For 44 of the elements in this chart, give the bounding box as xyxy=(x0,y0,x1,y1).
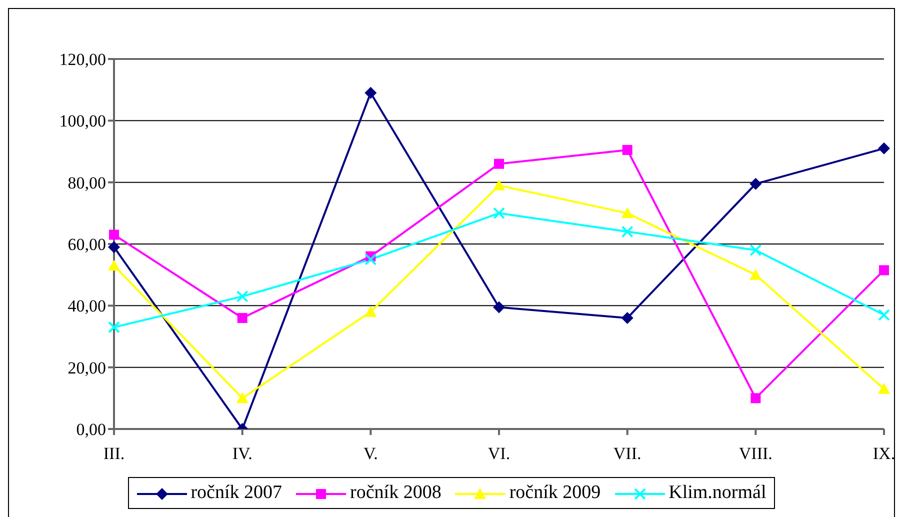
point xyxy=(750,244,762,256)
point xyxy=(878,308,890,321)
legend-label: Klim.normál xyxy=(668,482,766,504)
point xyxy=(878,382,890,394)
point xyxy=(622,144,632,155)
y-tick-label: 0,00 xyxy=(76,420,106,440)
point xyxy=(237,313,248,323)
point xyxy=(750,393,761,404)
x-tick-label: IX. xyxy=(872,444,896,464)
y-tick-label: 60,00 xyxy=(68,235,106,254)
y-tick-label: 120,00 xyxy=(59,50,106,70)
legend-label: ročník 2008 xyxy=(349,482,442,504)
y-tick-label: 80,00 xyxy=(68,173,106,192)
y-tick-label: 20,00 xyxy=(68,358,106,378)
point xyxy=(621,226,634,238)
point xyxy=(621,207,634,218)
point xyxy=(364,253,377,266)
legend-label: ročník 2007 xyxy=(190,482,282,504)
x-tick-label: IV. xyxy=(232,444,252,464)
point xyxy=(493,207,505,220)
point xyxy=(878,142,890,154)
point xyxy=(108,321,120,334)
point xyxy=(493,301,505,314)
x-tick-label: VII. xyxy=(613,444,642,464)
point xyxy=(879,265,889,276)
x-tick-label: III. xyxy=(103,444,125,464)
point xyxy=(494,158,504,169)
point xyxy=(109,230,119,240)
y-tick-label: 100,00 xyxy=(59,112,106,131)
point xyxy=(236,392,248,404)
legend-label: ročník 2009 xyxy=(508,482,601,504)
point xyxy=(364,306,377,317)
point xyxy=(750,178,762,190)
point xyxy=(493,179,505,190)
point xyxy=(108,260,120,271)
point xyxy=(108,241,120,254)
point xyxy=(364,86,377,99)
point xyxy=(621,312,634,324)
point xyxy=(750,268,762,280)
point xyxy=(236,290,248,302)
y-tick-label: 40,00 xyxy=(68,296,106,316)
x-tick-label: V. xyxy=(363,444,378,464)
x-tick-label: VIII. xyxy=(738,444,772,464)
x-tick-label: VI. xyxy=(488,444,510,464)
